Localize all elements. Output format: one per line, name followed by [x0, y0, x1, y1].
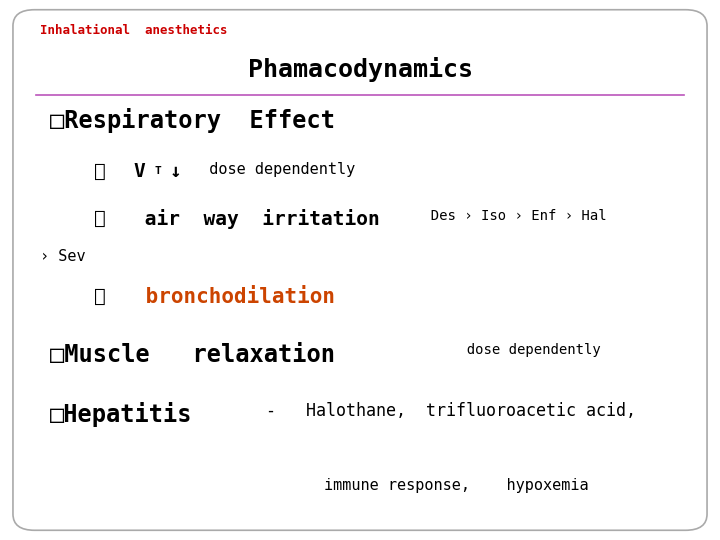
Text: □Respiratory  Effect: □Respiratory Effect — [50, 108, 336, 133]
Text: ↓: ↓ — [169, 162, 181, 181]
Text: □Hepatitis: □Hepatitis — [50, 402, 193, 427]
Text: immune response,    hypoxemia: immune response, hypoxemia — [324, 478, 589, 493]
Text: ③: ③ — [94, 287, 105, 306]
Text: ②: ② — [94, 209, 105, 228]
Text: air  way  irritation: air way irritation — [133, 209, 380, 229]
Text: -   Halothane,  trifluoroacetic acid,: - Halothane, trifluoroacetic acid, — [256, 402, 636, 420]
Text: ①: ① — [94, 162, 105, 181]
Text: V: V — [133, 162, 145, 181]
Text: dose dependently: dose dependently — [450, 343, 600, 357]
Text: Des › Iso › Enf › Hal: Des › Iso › Enf › Hal — [414, 209, 607, 223]
Text: Inhalational  anesthetics: Inhalational anesthetics — [40, 24, 227, 37]
Text: □Muscle   relaxation: □Muscle relaxation — [50, 343, 336, 367]
Text: Phamacodynamics: Phamacodynamics — [248, 57, 472, 82]
Text: bronchodilation: bronchodilation — [133, 287, 336, 307]
Text: dose dependently: dose dependently — [191, 162, 355, 177]
Text: › Sev: › Sev — [40, 249, 85, 265]
Text: T: T — [155, 166, 161, 176]
FancyBboxPatch shape — [13, 10, 707, 530]
